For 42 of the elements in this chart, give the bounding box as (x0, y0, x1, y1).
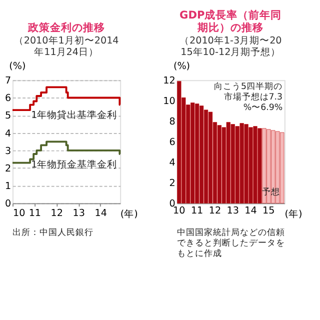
series-label: 1年物預金基準金利 (31, 158, 118, 170)
x-tick-label: 10 (12, 208, 26, 220)
chart-title: 政策金利の推移 (26, 21, 105, 34)
bar (204, 110, 208, 204)
x-tick-label: 12 (208, 205, 222, 216)
y-axis-title: (%) (9, 61, 26, 72)
x-tick-label: 14 (94, 208, 107, 220)
text: 中国国家統計局などの信頼できると判断したデータをもとに作成 (176, 226, 285, 260)
annotation: 予想 (262, 186, 280, 198)
y-axis-title: (%) (173, 61, 190, 72)
text: 出所：中国人民銀行 (12, 226, 94, 238)
x-tick-label: 12 (50, 208, 64, 220)
y-tick-label: 6 (4, 93, 12, 104)
bar (208, 112, 213, 204)
x-tick-label: 14 (244, 205, 257, 216)
y-tick-label: 0 (4, 198, 12, 210)
chart-subtitle: （2010年1月初〜2014年11月24日） (14, 34, 119, 58)
x-tick-label: 13 (226, 205, 239, 216)
y-tick-label: 5 (4, 110, 12, 122)
x-tick-label: 11 (28, 208, 42, 220)
x-axis-title: (年) (284, 208, 302, 220)
y-tick-label: 7 (4, 76, 12, 87)
chart-title: GDP成長率（前年同期比）の推移 (180, 8, 282, 34)
y-tick-label: 12 (163, 76, 176, 87)
bar (199, 106, 204, 204)
x-tick-label: 15 (262, 205, 275, 216)
series-label: 1年物貸出基準金利 (31, 109, 118, 122)
y-tick-label: 3 (4, 146, 12, 157)
y-tick-label: 4 (4, 128, 12, 140)
y-tick-label: 4 (169, 158, 176, 169)
y-tick-label: 8 (169, 116, 176, 128)
x-axis-title: (年) (120, 208, 138, 220)
y-tick-label: 1 (4, 180, 12, 192)
x-tick-label: 11 (190, 205, 204, 216)
x-tick-label: 13 (72, 208, 85, 220)
y-tick-label: 6 (169, 137, 176, 148)
annotation: 向こう5四半期の市場予想は7.3%〜6.9% (214, 80, 283, 113)
y-tick-label: 2 (4, 163, 12, 174)
chart-subtitle: （2010年1-3月期〜2015年10-12月期予想） (179, 34, 282, 58)
y-tick-label: 0 (169, 198, 176, 210)
y-tick-label: 2 (169, 178, 176, 190)
y-tick-label: 10 (163, 96, 176, 108)
